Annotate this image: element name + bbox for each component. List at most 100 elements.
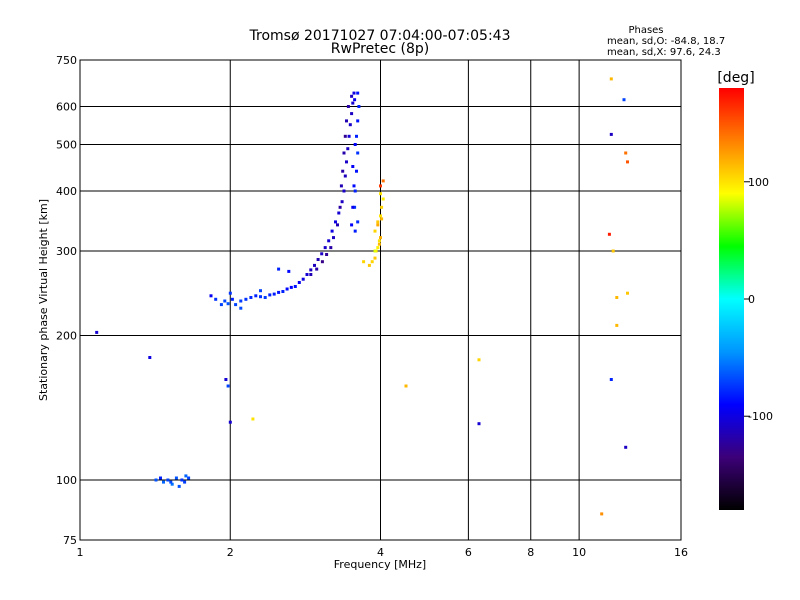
legend-line-x: mean, sd,X: 97.6, 24.3 bbox=[607, 47, 721, 58]
chart-title: Tromsø 20171027 07:04:00-07:05:43 bbox=[249, 28, 511, 44]
data-point-x_mode_F_region bbox=[380, 205, 384, 209]
data-point-scattered bbox=[611, 249, 615, 253]
data-point-o_mode_F_region bbox=[316, 258, 320, 261]
data-point-o_mode_F_region bbox=[301, 277, 305, 281]
data-point-o_mode_F_region bbox=[356, 119, 360, 123]
legend-title: Phases bbox=[628, 25, 663, 36]
data-point-o_mode_F_region bbox=[287, 269, 291, 273]
data-point-scattered bbox=[624, 445, 628, 449]
x-tick-label: 2 bbox=[227, 546, 234, 559]
data-point-scattered bbox=[624, 151, 628, 155]
data-point-e_region bbox=[170, 482, 174, 486]
data-point-o_mode_F_region bbox=[214, 297, 218, 301]
data-point-o_mode_F_region bbox=[239, 299, 243, 303]
data-point-o_mode_F_region bbox=[346, 105, 350, 108]
data-point-o_mode_F_region bbox=[353, 205, 357, 209]
data-point-o_mode_F_region bbox=[323, 246, 327, 250]
x-tick-label: 8 bbox=[527, 546, 534, 559]
x-axis-label: Frequency [MHz] bbox=[334, 558, 426, 571]
data-point-e_region bbox=[177, 484, 181, 488]
data-point-o_mode_F_region bbox=[343, 134, 347, 138]
data-point-o_mode_F_region bbox=[223, 299, 227, 303]
data-point-x_mode_F_region bbox=[370, 260, 374, 264]
colorbar-tick-label: -100 bbox=[748, 410, 773, 423]
data-point-o_mode_F_region bbox=[356, 220, 360, 224]
colorbar-tick-label: 0 bbox=[748, 293, 755, 306]
y-tick-label: 750 bbox=[56, 54, 77, 67]
data-point-o_mode_F_region bbox=[259, 295, 262, 299]
data-point-o_mode_F_region bbox=[230, 297, 234, 301]
y-tick-label: 400 bbox=[56, 185, 77, 198]
y-tick-label: 100 bbox=[56, 474, 77, 487]
data-point-e_region bbox=[162, 480, 165, 484]
data-point-o_mode_F_region bbox=[356, 91, 360, 95]
data-point-e_region bbox=[159, 476, 162, 480]
data-point-o_mode_F_region bbox=[239, 306, 243, 310]
data-point-o_mode_F_region bbox=[325, 253, 329, 256]
data-point-o_mode_F_region bbox=[259, 289, 262, 293]
data-point-o_mode_F_region bbox=[254, 294, 258, 298]
data-point-scattered bbox=[600, 512, 604, 516]
data-point-o_mode_F_region bbox=[355, 169, 358, 173]
plot-frame bbox=[79, 59, 682, 541]
data-point-x_mode_F_region bbox=[379, 236, 382, 240]
data-point-scattered bbox=[148, 356, 152, 359]
data-point-o_mode_F_region bbox=[330, 229, 334, 233]
data-point-e_region bbox=[180, 478, 184, 482]
data-point-o_mode_F_region bbox=[350, 223, 354, 227]
data-point-o_mode_F_region bbox=[277, 267, 281, 271]
data-point-e_region bbox=[183, 480, 187, 484]
data-point-o_mode_F_region bbox=[327, 239, 331, 243]
data-point-x_mode_F_region bbox=[379, 192, 382, 196]
data-point-x_mode_F_region bbox=[373, 229, 377, 233]
data-point-scattered bbox=[622, 98, 626, 102]
data-point-o_mode_F_region bbox=[268, 293, 272, 297]
data-point-o_mode_F_region bbox=[329, 246, 333, 250]
data-point-o_mode_F_region bbox=[353, 143, 357, 146]
data-point-x_mode_F_region bbox=[373, 249, 377, 253]
data-point-e_region bbox=[166, 478, 170, 482]
data-point-o_mode_F_region bbox=[338, 205, 342, 209]
y-tick-label: 600 bbox=[56, 101, 77, 114]
data-point-o_mode_F_region bbox=[293, 285, 297, 288]
data-point-e_region bbox=[154, 478, 158, 482]
data-point-scattered bbox=[95, 330, 99, 334]
colorbar-gradient bbox=[719, 88, 744, 510]
colorbar-ticks: 100 0 -100 bbox=[744, 176, 773, 423]
data-point-o_mode_F_region bbox=[297, 281, 301, 284]
data-point-x_mode_F_region bbox=[377, 242, 381, 246]
data-point-o_mode_F_region bbox=[357, 105, 361, 108]
data-point-o_mode_F_region bbox=[228, 291, 232, 295]
y-tick-label: 300 bbox=[56, 245, 77, 258]
data-point-x_mode_F_region bbox=[362, 260, 366, 264]
data-point-o_mode_F_region bbox=[332, 236, 335, 240]
x-tick-label: 10 bbox=[572, 546, 586, 559]
data-points bbox=[95, 77, 629, 516]
data-point-o_mode_F_region bbox=[355, 134, 358, 138]
data-point-o_mode_F_region bbox=[285, 287, 289, 291]
data-point-o_mode_F_region bbox=[289, 285, 293, 289]
data-point-o_mode_F_region bbox=[334, 220, 337, 224]
data-point-scattered bbox=[615, 296, 619, 299]
data-point-o_mode_F_region bbox=[277, 290, 281, 294]
colorbar: [deg] 100 0 -100 bbox=[717, 70, 773, 510]
data-point-o_mode_F_region bbox=[249, 296, 253, 299]
data-point-scattered bbox=[477, 358, 481, 362]
axis-ticks: 1 2 4 6 8 10 16 75 100 200 300 400 500 600 750 bbox=[56, 54, 688, 559]
data-point-o_mode_F_region bbox=[263, 296, 267, 299]
data-point-o_mode_F_region bbox=[351, 165, 355, 168]
data-point-o_mode_F_region bbox=[320, 252, 324, 256]
data-point-o_mode_F_region bbox=[234, 303, 238, 307]
data-point-x_mode_F_region bbox=[376, 223, 380, 227]
data-point-e_region bbox=[174, 476, 178, 480]
data-point-scattered bbox=[615, 323, 619, 327]
y-tick-label: 75 bbox=[63, 534, 77, 547]
data-point-o_mode_F_region bbox=[272, 292, 276, 296]
data-point-x_mode_F_region bbox=[367, 263, 371, 267]
data-point-o_mode_F_region bbox=[309, 273, 313, 276]
data-point-o_mode_F_region bbox=[209, 294, 213, 298]
x-tick-label: 4 bbox=[377, 546, 384, 559]
data-point-scattered bbox=[251, 417, 255, 421]
y-axis-label: Stationary phase Virtual Height [km] bbox=[37, 199, 50, 401]
